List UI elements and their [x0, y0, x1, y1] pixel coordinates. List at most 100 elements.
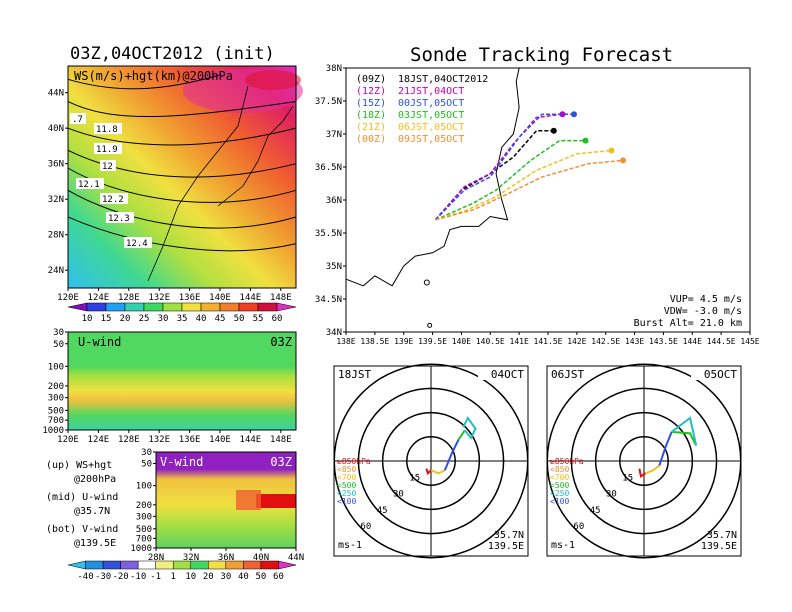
contour-label-bg	[70, 113, 86, 124]
param-text: Burst Alt= 21.0 km	[634, 318, 742, 329]
colorbar-cell	[219, 302, 240, 312]
u-wind-title: U-wind	[78, 335, 121, 349]
y-tick-label: 500	[136, 525, 152, 535]
height-contour	[67, 74, 221, 90]
height-contour	[67, 127, 297, 146]
legend-jst: 18JST,04OCT2012	[398, 74, 488, 85]
x-tick-label: 141E	[510, 337, 529, 346]
colorbar-cell	[85, 560, 104, 570]
ring-label: 60	[573, 522, 584, 532]
x-tick-label: 44N	[288, 553, 304, 563]
colorbar-cell	[67, 560, 86, 570]
v-wind-time: 03Z	[270, 455, 292, 469]
colorbar-label: -30	[95, 572, 111, 582]
y-tick-label: 700	[48, 416, 64, 426]
colorbar-label: 40	[196, 314, 207, 324]
y-tick-label: 50	[53, 340, 64, 350]
colorbar-label: -10	[130, 572, 146, 582]
y-tick-label: 34.5N	[315, 295, 342, 305]
y-tick-label: 300	[136, 512, 152, 522]
contour-label: 12.3	[108, 214, 130, 224]
x-tick-label: 36N	[218, 553, 234, 563]
contour-label-bg	[76, 178, 104, 189]
track-endpoint	[620, 157, 627, 164]
colorbar-cell	[190, 560, 209, 570]
track-line	[434, 113, 574, 221]
colorbar-label: 45	[215, 314, 226, 324]
track-endpoint	[559, 111, 566, 118]
height-contour	[67, 216, 297, 252]
x-tick-label: 128E	[118, 435, 140, 445]
x-tick-label: 144E	[240, 435, 262, 445]
note-bot: (bot) V-wind	[46, 524, 119, 535]
y-tick-label: 32N	[48, 195, 64, 205]
level-legend: <500	[550, 481, 569, 490]
y-tick-label: 100	[136, 482, 152, 492]
colorbar-cell	[181, 302, 202, 312]
y-tick-label: 100	[48, 362, 64, 372]
colorbar-cell	[257, 302, 278, 312]
colorbar-cell	[243, 560, 262, 570]
legend-jst: 09JST,05OCT	[398, 134, 464, 145]
hodo-lat: 35.7N	[494, 530, 524, 541]
y-tick-label: 30	[141, 448, 152, 458]
note-up-2: @200hPa	[74, 474, 117, 485]
contour-label-bg	[106, 212, 134, 223]
hodo-trace	[671, 416, 698, 446]
x-tick-label: 140.5E	[476, 337, 505, 346]
y-tick-label: 30	[53, 328, 64, 338]
contour-label-bg	[94, 143, 122, 154]
ws-map-frame	[67, 65, 297, 289]
hodo-trace	[462, 416, 477, 440]
hodo-trace	[457, 429, 466, 441]
hodo-time-bg	[336, 368, 376, 380]
colorbar-cell	[155, 560, 174, 570]
track-line	[435, 139, 586, 221]
y-tick-label: 35.5N	[315, 229, 342, 239]
hodo-trace	[430, 469, 446, 475]
height-contour	[67, 101, 297, 118]
track-endpoint	[570, 111, 577, 118]
y-tick-label: 37.5N	[315, 97, 342, 107]
hodo-unit: ms-1	[338, 540, 362, 551]
level-legend: <250	[337, 489, 356, 498]
y-tick-label: 500	[48, 406, 64, 416]
hodo-date-bg	[691, 368, 739, 380]
hodo-trace	[443, 439, 460, 471]
ring-label: 45	[590, 506, 601, 516]
contour-label: 11.9	[96, 145, 118, 155]
contour-label: 12	[102, 162, 113, 172]
hodo-trace	[658, 431, 673, 466]
x-tick-label: 128E	[118, 293, 140, 303]
x-tick-label: 139.5E	[418, 337, 447, 346]
x-tick-label: 124E	[88, 435, 110, 445]
level-legend: <700	[337, 473, 356, 482]
right-title: Sonde Tracking Forecast	[410, 44, 674, 66]
note-mid-2: @35.7N	[74, 506, 111, 517]
y-tick-label: 44N	[48, 89, 64, 99]
coastline-izu	[345, 265, 405, 287]
colorbar-label: -40	[77, 572, 93, 582]
hodo-lon: 139.5E	[701, 541, 737, 552]
island	[423, 279, 430, 286]
x-tick-label: 120E	[57, 293, 79, 303]
track-line	[434, 113, 563, 221]
hodo-trace	[425, 468, 432, 476]
y-tick-label: 200	[48, 382, 64, 392]
x-tick-label: 144E	[240, 293, 262, 303]
hodo-date-bg	[478, 368, 526, 380]
x-tick-label: 141.5E	[534, 337, 563, 346]
hodo-date: 05OCT	[704, 368, 737, 381]
x-tick-label: 132E	[148, 435, 170, 445]
y-tick-label: 36N	[326, 196, 342, 206]
y-tick-label: 40N	[48, 124, 64, 134]
island	[427, 322, 433, 328]
legend-utc: (15Z)	[356, 98, 386, 109]
x-tick-label: 138E	[336, 337, 355, 346]
hodo-unit: ms-1	[551, 540, 575, 551]
legend-utc: (21Z)	[356, 122, 386, 133]
jet-max	[245, 70, 301, 90]
y-tick-label: 300	[48, 394, 64, 404]
x-tick-label: 143.5E	[649, 337, 678, 346]
legend-utc: (09Z)	[356, 74, 386, 85]
